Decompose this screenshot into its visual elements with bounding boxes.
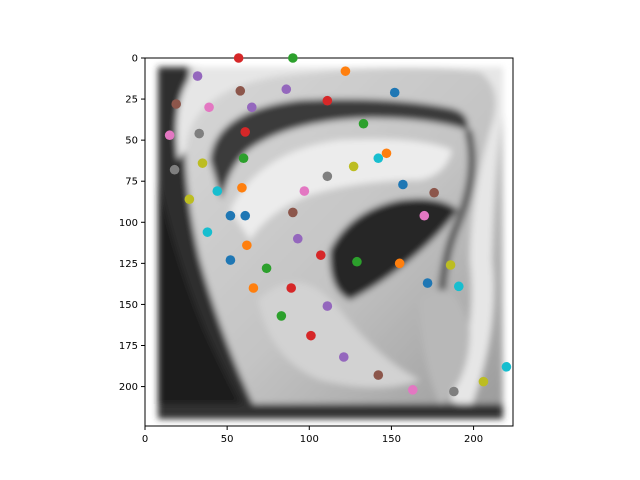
scatter-point-olive xyxy=(197,158,208,168)
y-tick-label: 75 xyxy=(125,177,138,188)
y-tick-label: 50 xyxy=(125,136,138,147)
scatter-point-gray xyxy=(194,128,205,139)
scatter-point-brown xyxy=(288,207,298,218)
scatter-point-green xyxy=(261,263,272,274)
scatter-point-olive xyxy=(478,376,489,387)
x-axis-ticks: 0 50 100 150 200 xyxy=(142,426,483,445)
scatter-point-blue xyxy=(240,210,251,221)
scatter-point-pink xyxy=(164,130,175,141)
scatter-point-cyan xyxy=(202,227,213,237)
scatter-point-cyan xyxy=(212,186,223,196)
scatter-point-gray xyxy=(322,171,333,182)
scatter-point-purple xyxy=(192,71,203,81)
scatter-points xyxy=(164,53,512,397)
scatter-point-cyan xyxy=(373,153,384,164)
x-tick-label: 100 xyxy=(300,434,319,445)
scatter-point-gray xyxy=(169,164,180,175)
scatter-point-purple xyxy=(292,233,303,244)
y-tick-label: 200 xyxy=(119,382,138,393)
scatter-point-orange xyxy=(340,66,351,76)
scatter-point-red xyxy=(233,53,244,63)
scatter-point-gray xyxy=(449,386,459,397)
scatter-point-olive xyxy=(445,260,456,270)
scatter-point-blue xyxy=(225,210,236,221)
y-axis-ticks: 0 25 50 75 100 125 150 175 200 xyxy=(119,54,145,393)
scatter-point-orange xyxy=(237,182,247,193)
scatter-point-red xyxy=(240,127,251,137)
y-tick-label: 175 xyxy=(119,341,138,352)
y-tick-label: 100 xyxy=(119,218,138,229)
scatter-point-brown xyxy=(171,99,182,109)
x-tick-label: 200 xyxy=(464,434,483,445)
scatter-point-cyan xyxy=(453,281,464,292)
scatter-point-red xyxy=(286,283,297,293)
scatter-point-brown xyxy=(235,86,246,96)
scatter-point-olive xyxy=(184,194,195,205)
scatter-point-pink xyxy=(204,102,214,113)
scatter-point-green xyxy=(288,53,298,63)
scatter-point-orange xyxy=(381,148,392,159)
x-tick-label: 0 xyxy=(142,434,148,445)
scatter-point-purple xyxy=(322,301,333,311)
scatter-point-pink xyxy=(419,210,430,221)
scatter-point-orange xyxy=(394,258,405,269)
ear-photograph xyxy=(145,58,513,426)
scatter-point-green xyxy=(276,311,287,321)
scatter-point-green xyxy=(358,118,369,129)
scatter-point-pink xyxy=(407,385,418,395)
y-tick-label: 25 xyxy=(125,95,138,106)
y-tick-label: 150 xyxy=(119,300,138,311)
scatter-point-green xyxy=(238,153,249,164)
x-tick-label: 50 xyxy=(221,434,234,445)
scatter-point-blue xyxy=(389,87,400,98)
scatter-point-purple xyxy=(338,352,349,362)
scatter-point-brown xyxy=(373,370,384,380)
scatter-point-olive xyxy=(348,161,359,172)
scatter-point-purple xyxy=(246,102,257,113)
scatter-point-blue xyxy=(225,255,236,265)
scatter-point-red xyxy=(306,330,316,341)
y-tick-label: 125 xyxy=(119,259,138,270)
scatter-point-purple xyxy=(281,84,292,95)
y-tick-label: 0 xyxy=(132,54,138,65)
scatter-point-red xyxy=(322,95,333,106)
scatter-point-red xyxy=(315,250,326,260)
scatter-point-pink xyxy=(299,186,310,196)
scatter-point-blue xyxy=(398,179,408,190)
x-tick-label: 150 xyxy=(382,434,401,445)
scatter-point-orange xyxy=(242,240,252,251)
scatter-point-orange xyxy=(248,283,259,293)
scatter-point-blue xyxy=(422,278,433,288)
scatter-point-brown xyxy=(429,187,439,198)
scatter-point-cyan xyxy=(501,362,512,372)
scatter-point-green xyxy=(352,256,362,267)
axes-frame xyxy=(144,57,514,427)
